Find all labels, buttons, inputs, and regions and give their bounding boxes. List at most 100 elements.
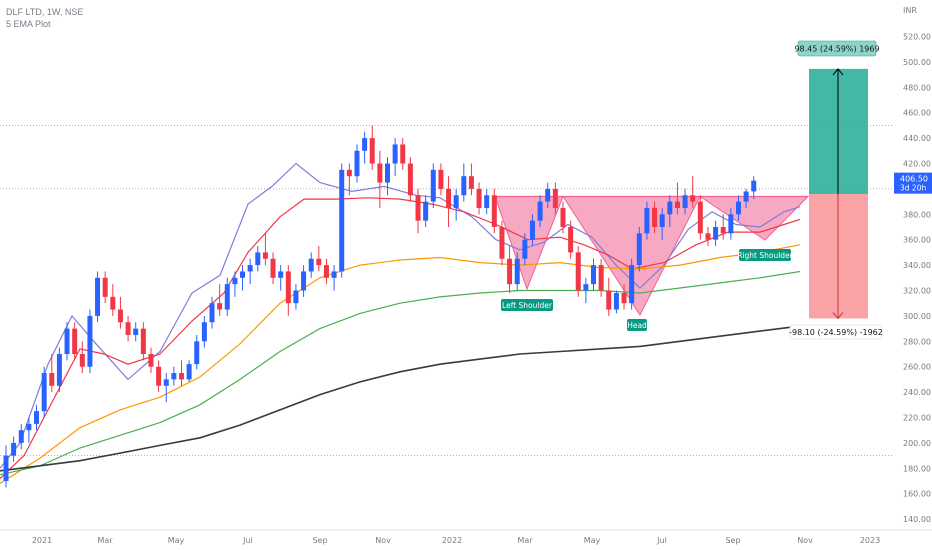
candle [316, 246, 322, 272]
y-tick-label: 440.00 [903, 134, 931, 143]
stop-arrow-head [832, 312, 844, 320]
candle-body [674, 201, 680, 208]
x-tick-label: Nov [797, 536, 813, 545]
candle [415, 188, 421, 234]
candle-body [247, 265, 253, 272]
annotation-label: Left Shoulder [502, 301, 553, 310]
x-tick-label: Mar [517, 536, 533, 545]
candle-body [339, 169, 345, 272]
x-tick-label: Nov [375, 536, 391, 545]
candle [148, 347, 154, 374]
candle-body [301, 271, 307, 291]
y-tick-label: 420.00 [903, 160, 931, 169]
candle-body [560, 207, 566, 227]
candle [430, 163, 436, 208]
price-tag-value: 406.50 [900, 175, 928, 184]
candle [323, 258, 329, 285]
candle [713, 220, 719, 247]
y-tick-label: 220.00 [903, 414, 931, 423]
candle [3, 445, 9, 488]
candle-body [18, 430, 24, 443]
candle-body [186, 364, 192, 380]
candle [644, 201, 650, 240]
candle-body [629, 265, 635, 304]
target-label: 98.45 (24.59%) 1969 [794, 45, 879, 54]
candle [346, 163, 352, 196]
candle [171, 366, 177, 386]
candle-body [682, 195, 688, 208]
candle-body [499, 227, 505, 259]
candle-body [209, 303, 215, 323]
candle [64, 322, 70, 361]
candle-body [87, 315, 93, 367]
candle [377, 150, 383, 208]
candle [453, 188, 459, 221]
candle [270, 252, 276, 285]
indicator-title[interactable]: 5 EMA Plot [6, 19, 51, 29]
candle [11, 436, 17, 462]
candle [117, 296, 123, 329]
candle [400, 138, 406, 170]
candle [476, 182, 482, 215]
candle-body [64, 328, 70, 354]
y-tick-label: 260.00 [903, 363, 931, 372]
candle-body [529, 220, 535, 240]
candle [674, 182, 680, 215]
y-tick-label: 360.00 [903, 236, 931, 245]
symbol-title[interactable]: DLF LTD, 1W, NSE [6, 7, 84, 17]
candle-body [49, 373, 55, 386]
candle [690, 176, 696, 208]
candle [446, 176, 452, 227]
candle [362, 131, 368, 164]
candle-body [110, 296, 116, 310]
candle-body [461, 176, 467, 196]
candle [354, 144, 360, 183]
candle-body [293, 290, 299, 304]
candle-body [552, 188, 558, 208]
candle-body [34, 411, 40, 424]
candle-body [140, 328, 146, 354]
pattern-annotation: Head [627, 319, 647, 331]
axes: INR 520.00 500.00 480.00 460.00 440.00 420.00 4… [0, 6, 932, 545]
candle [232, 271, 238, 297]
y-tick-label: 140.00 [903, 515, 931, 524]
y-tick-label: 460.00 [903, 109, 931, 118]
candle [102, 271, 108, 304]
candle [34, 404, 40, 431]
candle [18, 423, 24, 450]
price-tag-countdown: 3d 20h [900, 184, 926, 193]
candle [41, 366, 47, 418]
annotations: Left Shoulder Head Right Shoulder [501, 249, 794, 331]
y-tick-label: 480.00 [903, 83, 931, 92]
candle-body [125, 322, 131, 335]
x-tick-label: 2021 [32, 536, 52, 545]
candle [659, 207, 665, 240]
candle-body [11, 442, 17, 456]
candle [194, 334, 200, 370]
candle [26, 417, 32, 443]
candle-body [102, 277, 108, 297]
moving-averages [0, 162, 801, 485]
candle [224, 277, 230, 316]
candle-body [735, 201, 741, 215]
y-tick-label: 180.00 [903, 464, 931, 473]
candle-body [270, 258, 276, 278]
candle [285, 265, 291, 316]
candle [545, 182, 551, 208]
candle [606, 277, 612, 316]
candle [568, 220, 574, 259]
candle [407, 157, 413, 202]
candle [255, 246, 261, 272]
candle-body [346, 169, 352, 177]
y-tick-label: 340.00 [903, 261, 931, 270]
candle [240, 265, 246, 291]
candle-body [95, 277, 101, 316]
candle [583, 277, 589, 304]
candle [110, 284, 116, 316]
candle [652, 201, 658, 234]
candle [95, 271, 101, 323]
candle-body [407, 163, 413, 196]
candle-body [705, 233, 711, 240]
candle-body [728, 214, 734, 234]
